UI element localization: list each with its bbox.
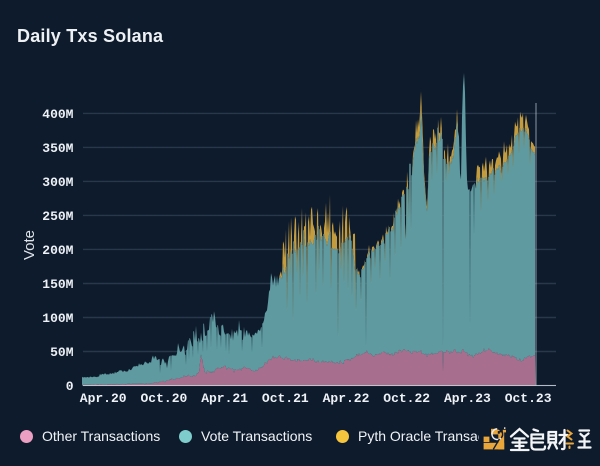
svg-text:Oct.22: Oct.22 xyxy=(383,391,430,406)
svg-text:Oct.21: Oct.21 xyxy=(262,391,309,406)
svg-text:Apr.21: Apr.21 xyxy=(201,391,248,406)
svg-text:Apr.23: Apr.23 xyxy=(444,391,491,406)
svg-text:0: 0 xyxy=(66,379,74,394)
svg-text:Oct.20: Oct.20 xyxy=(140,391,187,406)
svg-text:250M: 250M xyxy=(42,209,73,224)
svg-text:50M: 50M xyxy=(50,345,74,360)
svg-text:200M: 200M xyxy=(42,243,73,258)
svg-text:350M: 350M xyxy=(42,141,73,156)
svg-text:400M: 400M xyxy=(42,107,73,122)
svg-text:300M: 300M xyxy=(42,175,73,190)
svg-text:Vote: Vote xyxy=(21,230,38,260)
svg-text:Apr.20: Apr.20 xyxy=(80,391,127,406)
svg-text:150M: 150M xyxy=(42,277,73,292)
svg-text:100M: 100M xyxy=(42,311,73,326)
svg-text:Oct.23: Oct.23 xyxy=(505,391,552,406)
svg-text:Apr.22: Apr.22 xyxy=(323,391,370,406)
